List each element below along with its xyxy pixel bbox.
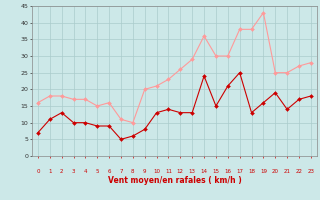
X-axis label: Vent moyen/en rafales ( km/h ): Vent moyen/en rafales ( km/h ) — [108, 176, 241, 185]
